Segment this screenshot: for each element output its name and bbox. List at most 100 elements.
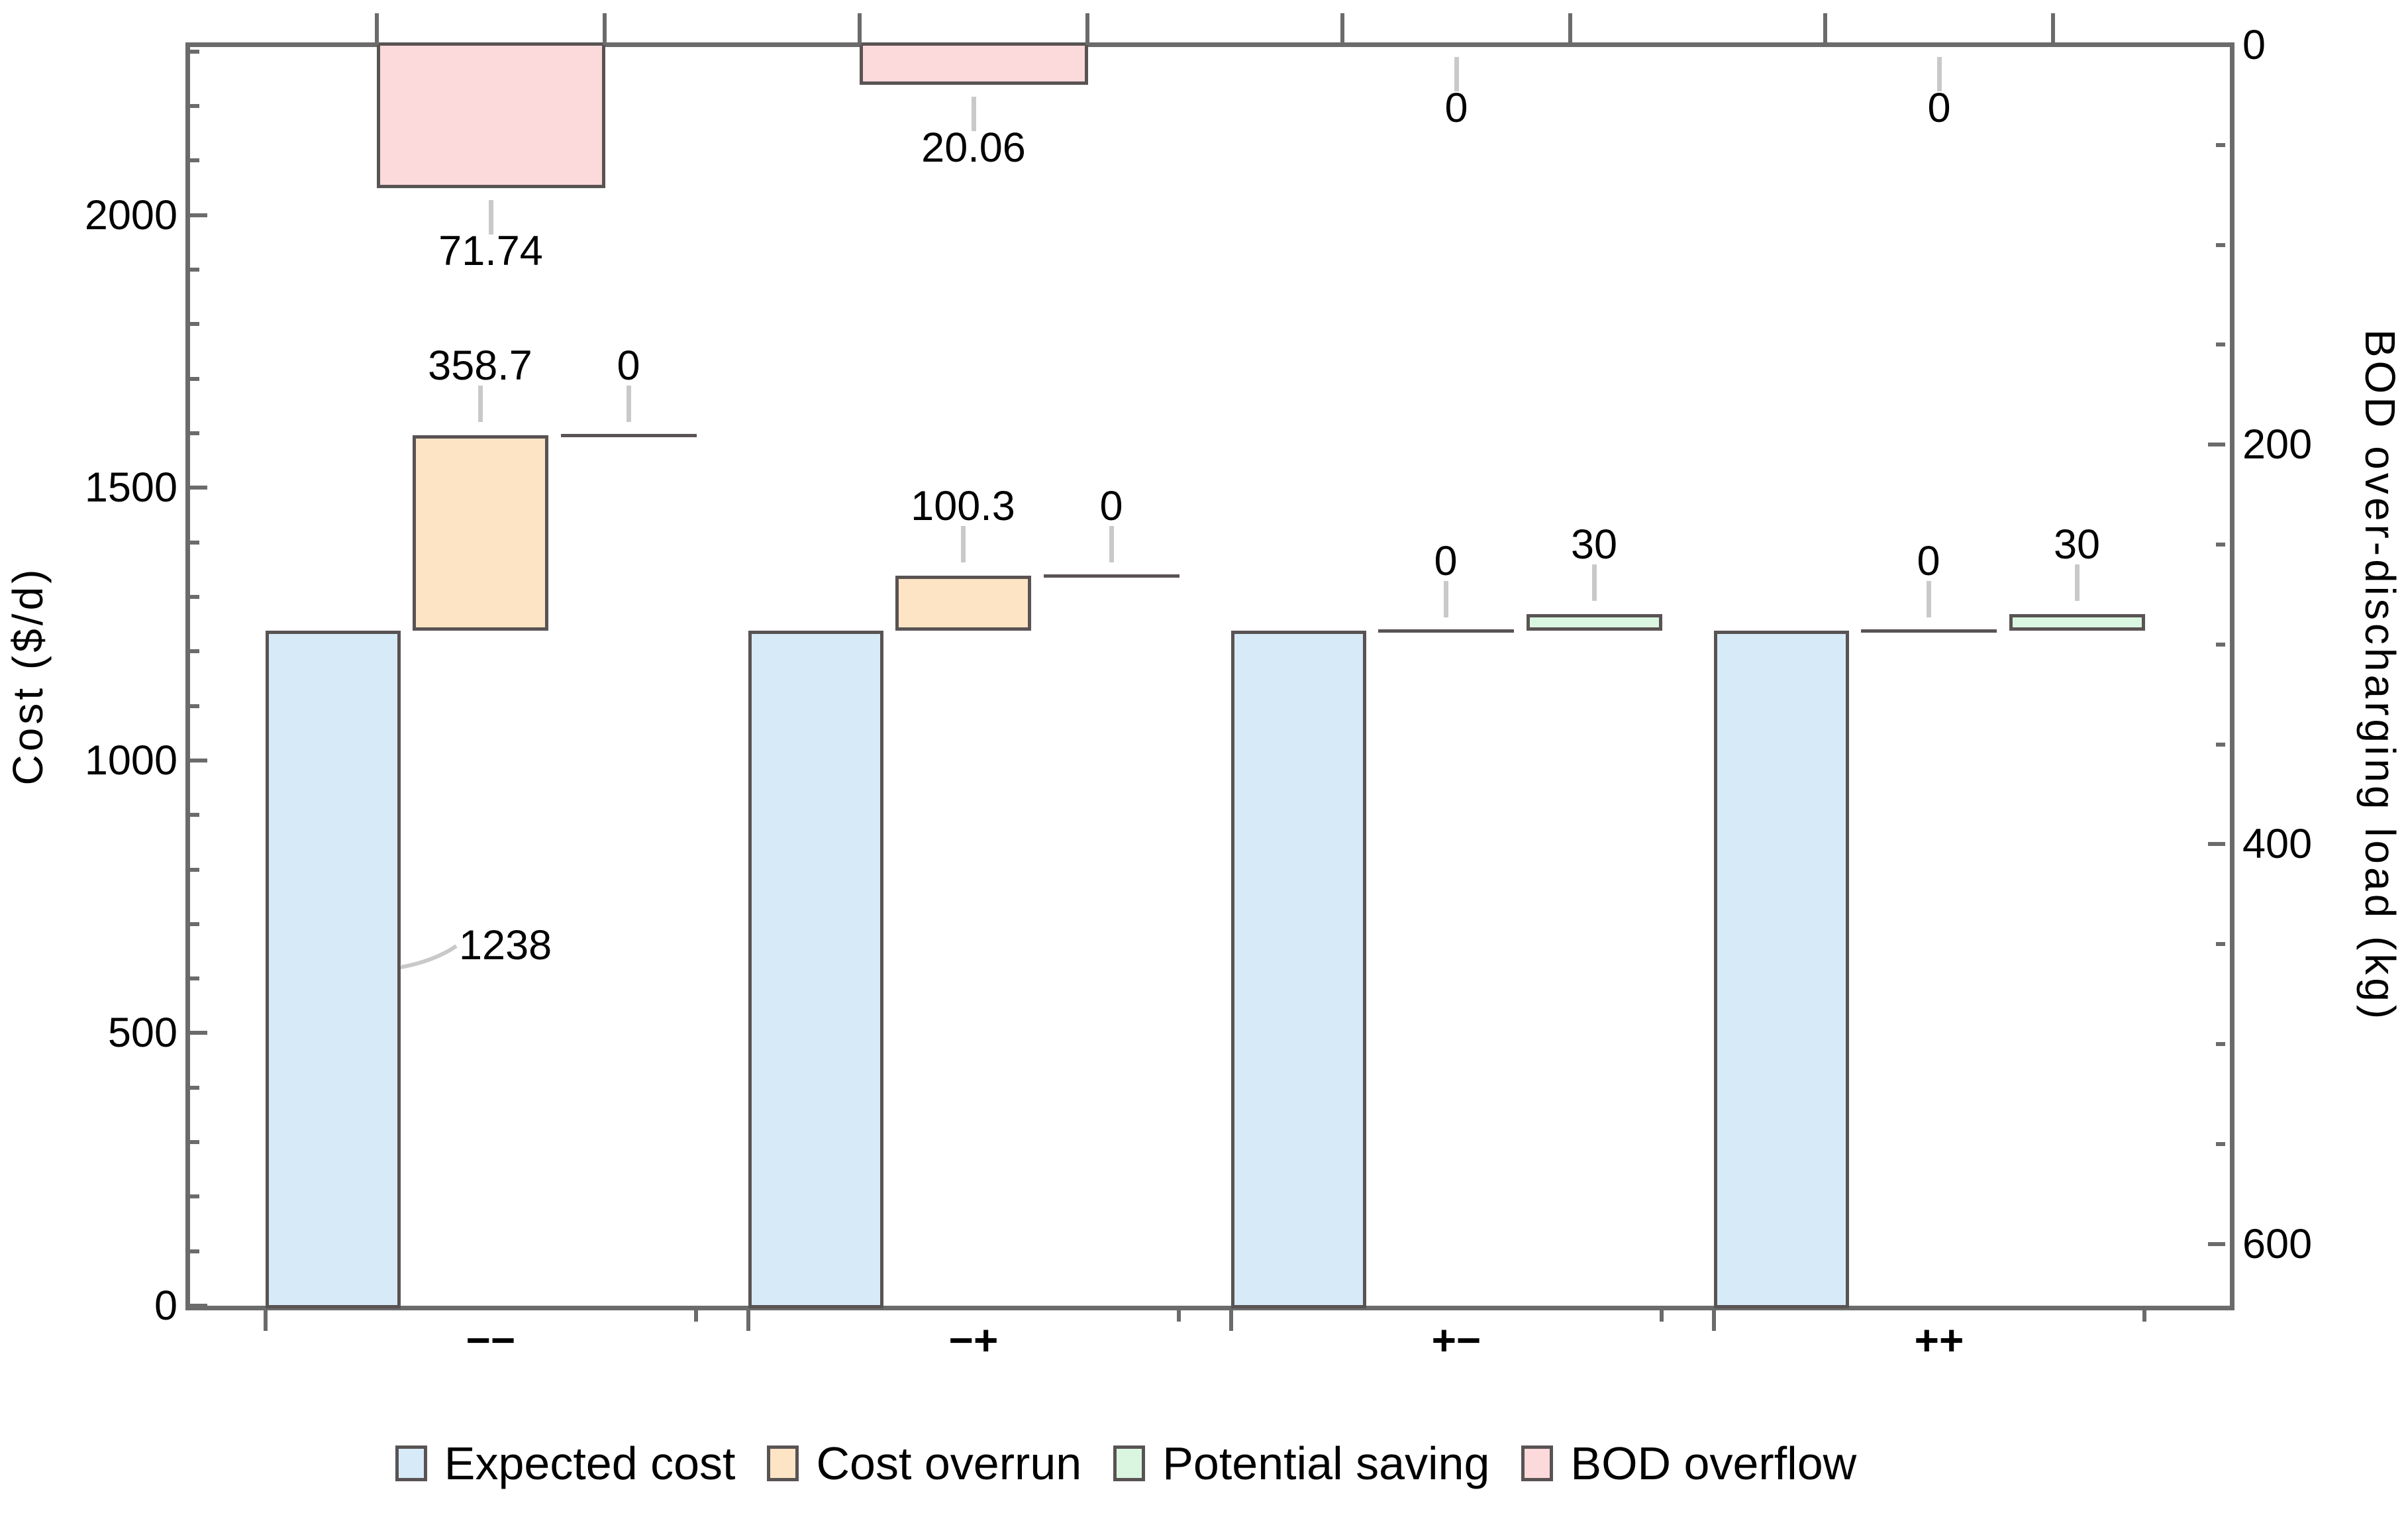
left-axis-minor-tick <box>190 49 199 54</box>
right-axis-tick-label: 0 <box>2242 22 2266 68</box>
left-axis-minor-tick <box>190 813 199 817</box>
cost-overrun-value-label: 0 <box>1434 538 1458 584</box>
legend-label: Expected cost <box>444 1438 736 1489</box>
left-axis-tick-label: 2000 <box>84 191 177 238</box>
potential-saving-value-label: 0 <box>1099 483 1123 530</box>
bar-bod-overflow <box>860 42 1088 85</box>
leader-line <box>627 385 631 422</box>
potential-saving-value-label: 30 <box>2053 521 2101 568</box>
legend-label: Potential saving <box>1162 1438 1490 1489</box>
right-axis-minor-tick <box>2216 542 2225 547</box>
left-axis-minor-tick <box>190 104 199 109</box>
right-axis-tick-label: 400 <box>2242 821 2313 868</box>
bar-cost-overrun <box>413 435 548 631</box>
legend-item: BOD overflow <box>1521 1439 1856 1488</box>
bod-overflow-value-label: 71.74 <box>438 228 543 275</box>
left-axis-minor-tick <box>190 268 199 272</box>
leader-line <box>1592 564 1597 602</box>
leader-line <box>1937 57 1942 91</box>
bar-potential-saving <box>1527 614 1662 631</box>
leader-line <box>1927 581 1931 617</box>
bar-bod-overflow <box>377 42 605 189</box>
left-axis-major-tick <box>190 758 207 762</box>
leader-line <box>972 97 976 132</box>
bottom-axis-tick <box>1712 1308 1716 1331</box>
x-category-label: +− <box>1431 1316 1481 1364</box>
left-axis-major-tick <box>190 1304 207 1308</box>
legend-item: Potential saving <box>1113 1439 1489 1488</box>
left-axis-tick-label: 500 <box>107 1010 177 1057</box>
leader-line <box>478 385 483 422</box>
leader-line <box>961 526 966 563</box>
bottom-axis-tick <box>746 1308 750 1331</box>
top-axis-tick <box>1085 13 1089 45</box>
legend-label: BOD overflow <box>1570 1438 1857 1489</box>
left-axis-minor-tick <box>190 322 199 327</box>
top-axis-tick <box>2051 13 2055 45</box>
expected-cost-value-label: 1238 <box>459 921 552 969</box>
x-category-label: −+ <box>948 1316 999 1364</box>
bod-overflow-value-label: 0 <box>1444 85 1468 131</box>
right-axis-major-tick <box>2208 443 2225 447</box>
left-axis-tick-label: 1500 <box>84 464 177 511</box>
left-axis-minor-tick <box>190 1249 199 1253</box>
bar-expected-cost <box>748 631 883 1308</box>
bar-potential-saving-zero <box>1044 574 1179 578</box>
right-axis-minor-tick <box>2216 942 2225 947</box>
right-axis-major-tick <box>2208 842 2225 847</box>
left-axis-tick-label: 1000 <box>84 737 177 784</box>
right-axis-minor-tick <box>2216 1041 2225 1046</box>
bottom-axis-tick <box>264 1308 268 1331</box>
leader-line <box>1444 581 1448 617</box>
right-axis-minor-tick <box>2216 342 2225 347</box>
bottom-axis-tick-short <box>1660 1308 1664 1322</box>
left-axis-tick-label: 0 <box>154 1283 177 1329</box>
bar-expected-cost <box>1231 631 1366 1308</box>
left-axis-minor-tick <box>190 1085 199 1090</box>
leader-line <box>1454 57 1459 91</box>
bod-overflow-value-label: 0 <box>1927 85 1951 131</box>
bottom-axis-tick-short <box>694 1308 698 1322</box>
bar-potential-saving <box>2009 614 2145 631</box>
left-axis-minor-tick <box>190 867 199 872</box>
cost-overrun-value-label: 0 <box>1917 538 1940 584</box>
legend-swatch <box>1521 1445 1554 1481</box>
bar-cost-overrun-zero <box>1861 629 1997 633</box>
right-axis-minor-tick <box>2216 242 2225 247</box>
right-axis-tick-label: 600 <box>2242 1220 2313 1267</box>
x-category-label: −− <box>466 1316 516 1364</box>
left-axis-minor-tick <box>190 594 199 599</box>
bar-cost-overrun-zero <box>1378 629 1514 633</box>
potential-saving-value-label: 30 <box>1570 521 1618 568</box>
top-axis-tick <box>1823 13 1827 45</box>
bottom-axis-tick-short <box>2142 1308 2146 1322</box>
bod-overflow-value-label: 20.06 <box>921 125 1026 172</box>
right-axis-major-tick <box>2208 43 2225 47</box>
right-axis-minor-tick <box>2216 1141 2225 1146</box>
left-axis-minor-tick <box>190 376 199 381</box>
left-axis-major-tick <box>190 1031 207 1035</box>
top-axis-tick <box>375 13 379 45</box>
legend-swatch <box>395 1445 427 1481</box>
bar-cost-overrun <box>895 576 1031 631</box>
left-axis-minor-tick <box>190 158 199 163</box>
top-axis-tick <box>1568 13 1572 45</box>
right-axis-minor-tick <box>2216 742 2225 747</box>
plot-frame <box>185 42 2234 1310</box>
right-axis-minor-tick <box>2216 642 2225 647</box>
top-axis-tick <box>1340 13 1344 45</box>
leader-line <box>1109 526 1114 563</box>
legend: Expected cost Cost overrun Potential savin… <box>0 1439 2252 1488</box>
left-axis-minor-tick <box>190 649 199 654</box>
bar-expected-cost <box>266 631 401 1308</box>
annotation-connector <box>400 944 458 969</box>
legend-label: Cost overrun <box>816 1438 1082 1489</box>
bar-potential-saving-zero <box>561 433 697 437</box>
right-axis-title: BOD over-discharging load (kg) <box>2356 329 2404 1023</box>
left-axis-minor-tick <box>190 921 199 926</box>
right-axis-tick-label: 200 <box>2242 421 2313 468</box>
left-axis-major-tick <box>190 213 207 217</box>
left-axis-major-tick <box>190 486 207 490</box>
right-axis-minor-tick <box>2216 142 2225 147</box>
